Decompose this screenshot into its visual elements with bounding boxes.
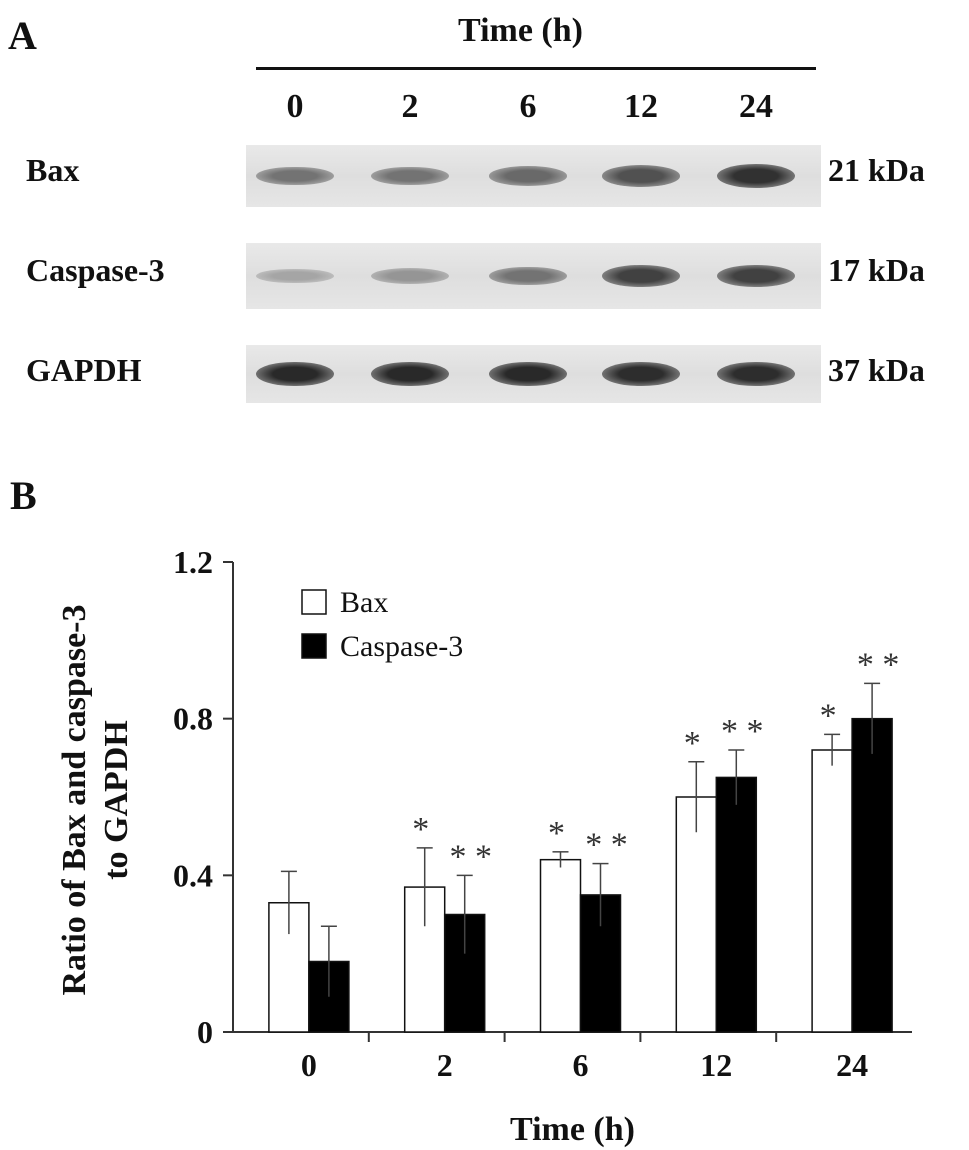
band-caspase-3-0: [256, 268, 334, 284]
significance-mark: *: [684, 725, 701, 762]
y-tick-label: 0.4: [173, 857, 213, 893]
bar-bax-24: [811, 749, 853, 1033]
band-gapdh-2: [371, 361, 449, 387]
significance-mark: * *: [585, 827, 628, 864]
significance-mark: * *: [721, 713, 764, 750]
blot-size-bax: 21 kDa: [828, 152, 925, 188]
bar-caspase-3-24: [851, 717, 893, 1033]
lane-label-2: 2: [401, 88, 419, 125]
y-tick-label: 0.8: [173, 701, 213, 737]
x-tick-label: 12: [700, 1047, 732, 1083]
blot-label-gapdh: GAPDH: [26, 352, 142, 388]
panel-a-letter: A: [8, 13, 37, 58]
band-bax-2: [371, 166, 449, 186]
bar-caspase-3-12: [715, 776, 758, 1033]
band-bax-24: [717, 163, 795, 189]
legend-swatch-bax: [301, 589, 327, 615]
significance-mark: *: [820, 697, 837, 734]
time-header-rule: [256, 67, 816, 70]
band-bax-12: [602, 165, 680, 187]
y-axis-label-group: Ratio of Bax and caspase-3 to GAPDH: [56, 604, 135, 995]
y-tick-label: 1.2: [173, 544, 213, 580]
band-gapdh-12: [602, 361, 680, 387]
band-caspase-3-2: [371, 267, 449, 285]
band-caspase-3-6: [489, 266, 567, 286]
significance-mark: *: [548, 815, 565, 852]
lane-label-12: 12: [624, 88, 658, 125]
band-bax-0: [256, 166, 334, 186]
band-bax-6: [489, 166, 567, 186]
y-tick-label: 0: [197, 1014, 213, 1050]
time-header: Time (h): [458, 12, 583, 49]
significance-mark: * *: [857, 646, 900, 683]
blot-size-gapdh: 37 kDa: [828, 352, 925, 388]
legend-label-bax: Bax: [340, 586, 388, 619]
x-tick-label: 2: [437, 1047, 453, 1083]
lane-label-0: 0: [286, 88, 304, 125]
legend-label-caspase-3: Caspase-3: [340, 630, 463, 663]
lane-label-6: 6: [519, 88, 537, 125]
y-axis-label-line: Ratio of Bax and caspase-3: [56, 604, 93, 995]
band-gapdh-6: [489, 361, 567, 387]
blot-strip-bax: [246, 145, 821, 207]
x-tick-label: 0: [301, 1047, 317, 1083]
y-axis-label-line: to GAPDH: [98, 720, 135, 880]
legend-swatch-caspase-3: [301, 633, 327, 659]
x-tick-label: 6: [573, 1047, 589, 1083]
bar-bax-6: [539, 858, 582, 1033]
blot-label-caspase-3: Caspase-3: [26, 252, 165, 288]
blot-strip-gapdh: [246, 345, 821, 403]
lane-label-24: 24: [739, 88, 773, 125]
band-caspase-3-24: [717, 264, 795, 288]
blot-size-caspase-3: 17 kDa: [828, 252, 925, 288]
significance-mark: * *: [449, 838, 492, 875]
panel-b-letter: B: [10, 473, 37, 518]
significance-mark: *: [412, 811, 429, 848]
band-caspase-3-12: [602, 264, 680, 288]
x-axis-label: Time (h): [510, 1111, 635, 1148]
band-gapdh-24: [717, 361, 795, 387]
band-gapdh-0: [256, 361, 334, 387]
blot-label-bax: Bax: [26, 152, 80, 188]
x-tick-label: 24: [836, 1047, 868, 1083]
blot-strip-caspase-3: [246, 243, 821, 309]
bar-bax-12: [675, 796, 718, 1033]
